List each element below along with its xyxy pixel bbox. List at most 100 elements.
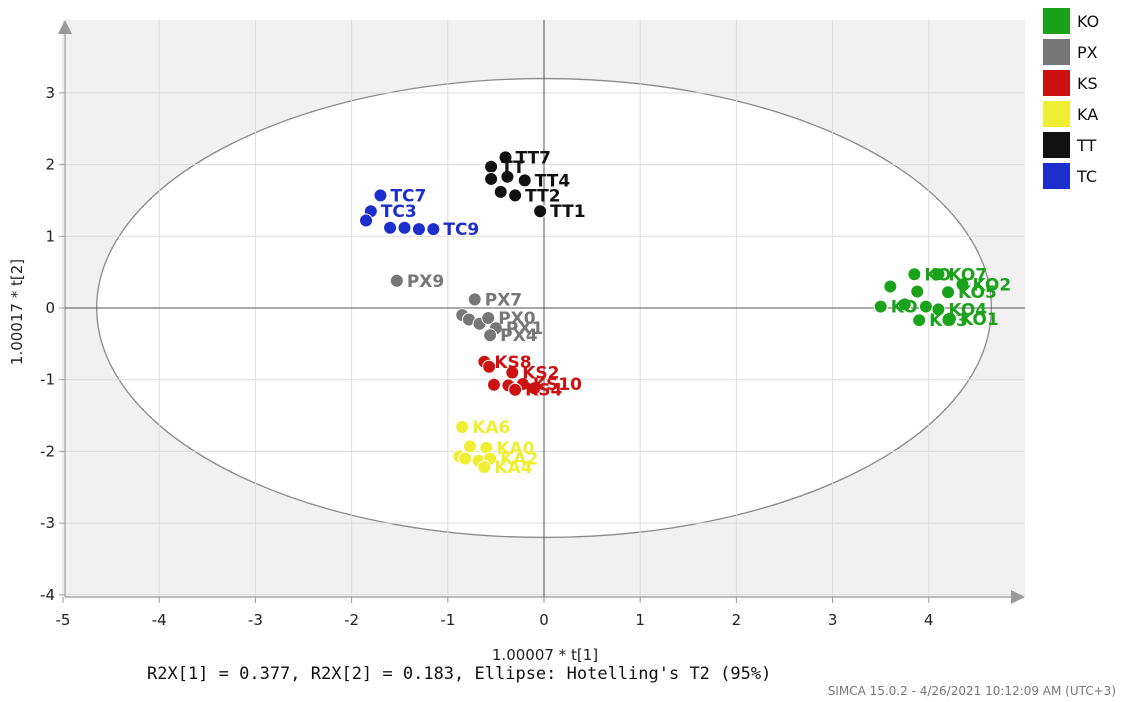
legend-label-px: PX xyxy=(1077,43,1098,62)
x-tick-label: -1 xyxy=(440,611,455,629)
point-ko xyxy=(897,297,912,312)
point-label-tc: TC9 xyxy=(443,220,479,240)
x-tick-label: -2 xyxy=(344,611,359,629)
point-label-tt: TT4 xyxy=(535,171,571,191)
point-ka xyxy=(477,460,492,475)
footer-stats: R2X[1] = 0.377, R2X[2] = 0.183, Ellipse:… xyxy=(147,664,772,684)
legend-swatch-ko xyxy=(1043,8,1070,34)
legend-label-tt: TT xyxy=(1076,136,1096,155)
y-tick-label: -2 xyxy=(40,442,55,460)
x-axis-arrow xyxy=(1011,590,1025,604)
legend-label-ks: KS xyxy=(1077,74,1098,93)
point-tc xyxy=(383,220,398,235)
point-label-ks: KS4 xyxy=(525,381,562,401)
point-px xyxy=(483,328,498,343)
x-tick-label: -4 xyxy=(152,611,167,629)
point-ka xyxy=(458,451,473,466)
y-tick-label: 1 xyxy=(45,227,55,245)
point-label-tt: TT xyxy=(501,158,525,178)
point-label-ko: KO xyxy=(891,298,918,318)
point-ko xyxy=(931,267,946,282)
point-label-px: PX9 xyxy=(407,272,444,292)
x-tick-label: -5 xyxy=(56,611,71,629)
point-px xyxy=(481,311,496,326)
point-ka xyxy=(462,439,477,454)
point-ko xyxy=(910,284,925,299)
x-axis-label: 1.00007 * t[1] xyxy=(492,646,598,664)
point-tt xyxy=(500,169,515,184)
point-tt xyxy=(498,150,513,165)
x-tick-label: -3 xyxy=(248,611,263,629)
legend-label-tc: TC xyxy=(1076,167,1097,186)
y-axis-arrow xyxy=(58,20,72,34)
x-tick-label: 4 xyxy=(924,611,934,629)
x-tick-label: 1 xyxy=(635,611,645,629)
legend-label-ko: KO xyxy=(1077,12,1099,31)
point-tc xyxy=(397,220,412,235)
point-label-ko: KO3 xyxy=(929,311,968,331)
x-tick-label: 3 xyxy=(828,611,838,629)
point-tc xyxy=(359,213,374,228)
legend-swatch-px xyxy=(1043,39,1070,65)
point-label-tt: TT1 xyxy=(550,202,585,222)
point-px xyxy=(389,273,404,288)
y-tick-label: 2 xyxy=(45,156,55,174)
point-tc xyxy=(411,222,426,237)
point-label-ks: KS2 xyxy=(522,364,559,384)
point-ko xyxy=(907,267,922,282)
point-tt xyxy=(493,184,508,199)
point-label-ko: KO7 xyxy=(948,265,987,285)
point-label-tc: TC3 xyxy=(381,202,417,222)
y-tick-label: -4 xyxy=(40,586,55,604)
point-ko xyxy=(873,299,888,314)
point-tt xyxy=(484,171,499,186)
y-tick-label: 3 xyxy=(45,84,55,102)
point-label-px: PX1 xyxy=(506,319,543,339)
point-tc xyxy=(373,188,388,203)
x-tick-label: 2 xyxy=(732,611,742,629)
point-tc xyxy=(426,222,441,237)
point-label-ko: KO5 xyxy=(958,283,997,303)
point-label-ka: KA4 xyxy=(494,458,532,478)
y-tick-label: -3 xyxy=(40,514,55,532)
point-ks xyxy=(482,359,497,374)
point-ka xyxy=(455,420,470,435)
data-points xyxy=(359,150,970,475)
point-tt xyxy=(484,159,499,174)
point-label-ko: KO4 xyxy=(948,300,987,320)
point-label-ko: KO1 xyxy=(960,310,999,330)
software-timestamp: SIMCA 15.0.2 - 4/26/2021 10:12:09 AM (UT… xyxy=(827,684,1116,698)
legend: KO PX KS KA TT TC xyxy=(1043,8,1099,189)
point-label-ks: KS10 xyxy=(533,375,582,395)
point-label-ka: KA2 xyxy=(500,450,538,470)
point-ko xyxy=(941,285,956,300)
legend-swatch-tt xyxy=(1043,132,1070,158)
point-tt xyxy=(533,204,548,219)
point-tt xyxy=(517,173,532,188)
point-label-ko: KO xyxy=(924,265,951,285)
y-tick-label: -1 xyxy=(40,371,55,389)
legend-swatch-ka xyxy=(1043,101,1070,127)
point-ko xyxy=(912,313,927,328)
point-ks xyxy=(527,381,542,396)
legend-label-ka: KA xyxy=(1077,105,1098,124)
point-label-ka: KA0 xyxy=(496,439,534,459)
point-label-ko: KO2 xyxy=(972,275,1011,295)
point-label-tt: TT2 xyxy=(525,186,560,206)
axes xyxy=(58,20,1025,604)
y-tick-label: 0 xyxy=(45,299,55,317)
x-tick-label: 0 xyxy=(539,611,549,629)
point-ks xyxy=(508,382,523,397)
point-ko xyxy=(883,279,898,294)
point-ko xyxy=(931,302,946,317)
point-label-px: PX0 xyxy=(498,309,536,329)
point-label-tc: TC7 xyxy=(390,186,426,206)
y-axis-label: 1.00017 * t[2] xyxy=(8,259,26,365)
point-label-px: PX4 xyxy=(500,326,538,346)
point-px xyxy=(467,292,482,307)
point-tt xyxy=(508,188,523,203)
point-ks xyxy=(486,377,501,392)
